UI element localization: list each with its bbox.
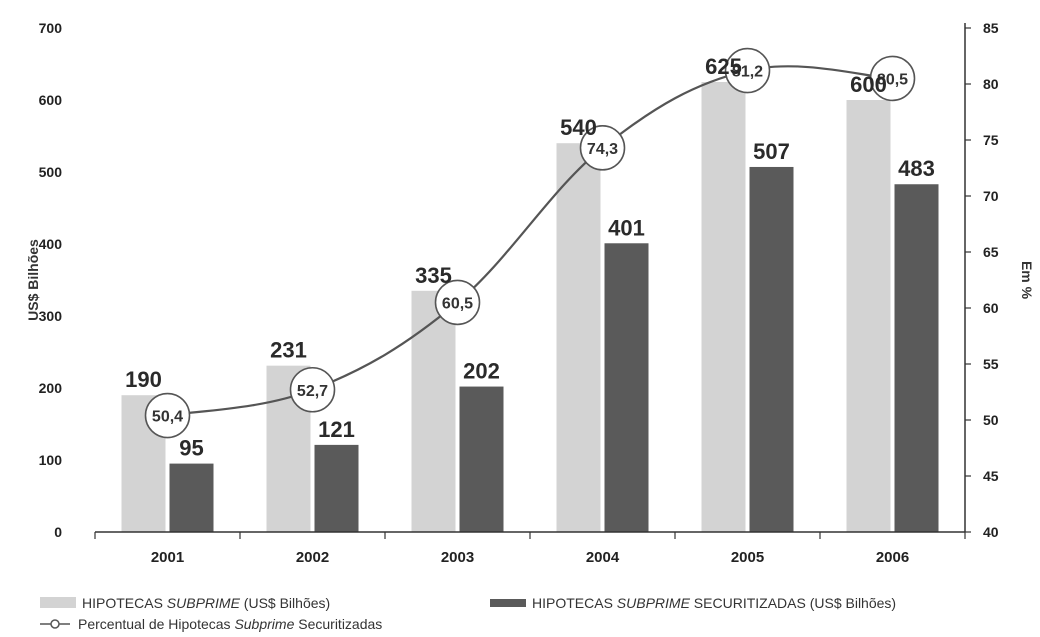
- bars-layer: [121, 82, 939, 533]
- right-y-axis-title: Em %: [1019, 261, 1035, 300]
- bar-securitizadas: [604, 243, 649, 532]
- legend-swatch-securitizadas: [490, 599, 526, 607]
- data-label-securitizadas: 483: [898, 156, 935, 181]
- y-tick-label: 500: [39, 164, 63, 180]
- bar-subprime: [846, 100, 891, 532]
- y-tick-label: 600: [39, 92, 63, 108]
- data-label-securitizadas: 121: [318, 417, 355, 442]
- percent-marker: [724, 47, 771, 94]
- legend-label-percent: Percentual de Hipotecas Subprime Securit…: [78, 616, 382, 632]
- data-label-subprime: 335: [415, 263, 452, 288]
- data-label-subprime: 625: [705, 54, 742, 79]
- percent-label: 74,3: [587, 141, 618, 158]
- data-label-securitizadas: 507: [753, 139, 790, 164]
- bar-securitizadas: [459, 386, 504, 532]
- x-tick-label: 2005: [731, 549, 764, 566]
- data-label-subprime: 231: [270, 338, 307, 363]
- percent-label: 81,2: [732, 64, 763, 81]
- bar-securitizadas: [169, 463, 214, 532]
- x-tick-label: 2002: [296, 549, 329, 566]
- data-label-subprime: 600: [850, 72, 887, 97]
- percent-marker: [434, 279, 481, 326]
- data-label-subprime: 190: [125, 367, 162, 392]
- y-tick-label: 400: [39, 236, 63, 252]
- legend-marker-percent: [50, 619, 60, 629]
- y-tick-label: 0: [54, 524, 62, 540]
- percent-label: 80,5: [877, 71, 908, 88]
- axes-layer: 0 100 200 300 400 500 600 700 40 45 50 55 60 65 70 75 80…: [25, 20, 1035, 566]
- data-label-securitizadas: 95: [179, 436, 203, 461]
- legend-label-subprime: HIPOTECAS SUBPRIME (US$ Bilhões): [82, 595, 330, 611]
- right-y-tick-label: 45: [983, 468, 999, 484]
- labels-layer: 190 231 335 540 625 600 95 121 202 401 507 483: [125, 54, 935, 461]
- y-tick-label: 700: [39, 20, 63, 36]
- line-layer: 50,4 52,7 60,5 74,3 81,2 80,5: [144, 47, 916, 439]
- y-tick-label: 300: [39, 308, 63, 324]
- y-axis-title: US$ Bilhões: [25, 239, 41, 321]
- bar-subprime: [411, 290, 456, 532]
- percent-marker: [144, 392, 191, 439]
- right-y-tick-label: 85: [983, 20, 999, 36]
- bar-securitizadas: [749, 166, 794, 532]
- percent-marker: [579, 125, 626, 171]
- legend: HIPOTECAS SUBPRIME (US$ Bilhões) HIPOTECA…: [40, 595, 896, 632]
- right-y-tick-label: 50: [983, 412, 999, 428]
- x-tick-label: 2001: [151, 549, 184, 566]
- bar-securitizadas: [314, 444, 359, 532]
- x-tick-label: 2003: [441, 549, 474, 566]
- right-y-tick-label: 80: [983, 76, 999, 92]
- data-label-securitizadas: 202: [463, 359, 500, 384]
- right-y-tick-label: 65: [983, 244, 999, 260]
- right-y-tick-label: 40: [983, 524, 999, 540]
- bar-subprime: [556, 143, 601, 532]
- x-tick-label: 2006: [876, 549, 909, 566]
- y-tick-label: 200: [39, 380, 63, 396]
- bar-securitizadas: [894, 184, 939, 533]
- right-y-tick-label: 60: [983, 300, 999, 316]
- percent-label: 50,4: [152, 409, 183, 426]
- data-label-securitizadas: 401: [608, 215, 645, 240]
- bar-subprime: [701, 82, 746, 532]
- percent-label: 52,7: [297, 383, 328, 400]
- right-y-tick-label: 55: [983, 356, 999, 372]
- x-tick-label: 2004: [586, 549, 620, 566]
- percent-marker: [289, 366, 336, 413]
- percent-label: 60,5: [442, 295, 473, 312]
- percent-marker: [869, 55, 916, 102]
- y-tick-label: 100: [39, 452, 63, 468]
- right-y-tick-label: 70: [983, 188, 999, 204]
- data-label-subprime: 540: [560, 115, 597, 140]
- legend-label-securitizadas: HIPOTECAS SUBPRIME SECURITIZADAS (US$ Bi…: [532, 595, 896, 611]
- legend-swatch-subprime: [40, 597, 76, 608]
- right-y-tick-label: 75: [983, 132, 999, 148]
